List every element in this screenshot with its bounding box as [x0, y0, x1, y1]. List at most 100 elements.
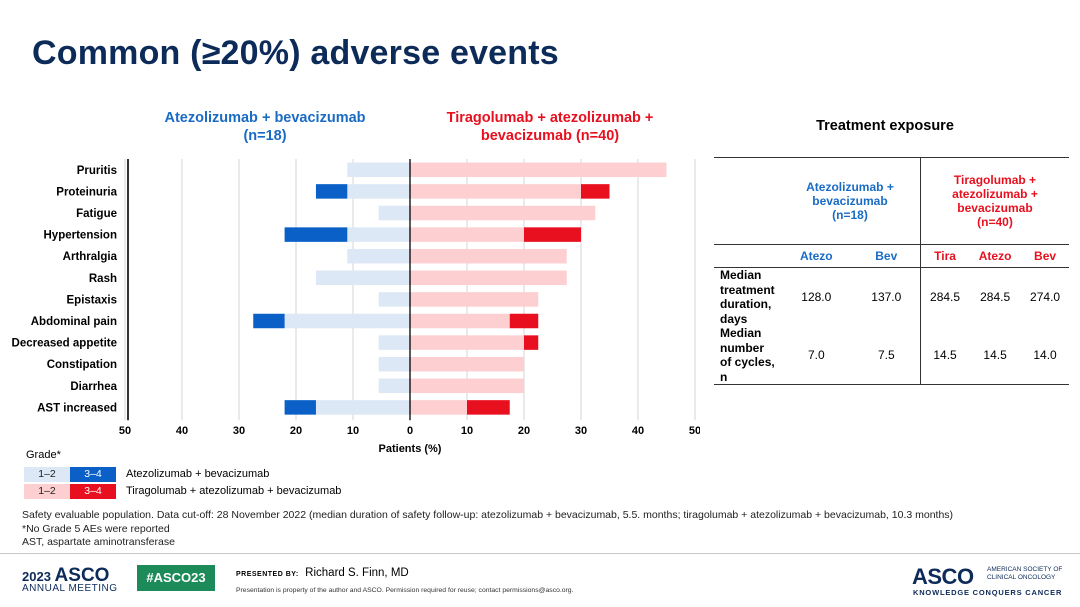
exposure-row1-label-line4: days — [720, 311, 748, 326]
bar-atezo-bev-grade-1-2 — [284, 313, 410, 329]
bar-tira-atezo-bev-grade-1-2 — [410, 378, 524, 394]
category-label: Fatigue — [76, 208, 117, 220]
bar-tira-atezo-bev-grade-3-4 — [509, 313, 539, 329]
society-line2: CLINICAL ONCOLOGY — [987, 574, 1056, 581]
category-label: Proteinuria — [56, 186, 117, 198]
bar-atezo-bev-grade-1-2 — [378, 335, 410, 350]
presenter-name: Richard S. Finn, MD — [305, 567, 409, 579]
exposure-group2-line4: (n=40) — [977, 215, 1013, 229]
meeting-logo: 2023 ASCO — [22, 565, 109, 587]
left-group-header-line1: Atezolizumab + bevacizumab — [164, 110, 366, 126]
x-tick-label: 20 — [290, 425, 302, 437]
bar-atezo-bev-grade-1-2 — [315, 400, 410, 415]
x-tick-label: 0 — [407, 425, 413, 437]
asco-logo: ASCO — [912, 564, 974, 589]
category-label: Arthralgia — [63, 251, 118, 263]
exposure-row2-label-line2: number — [720, 340, 765, 355]
exposure-table-column-row: Atezo Bev Tira Atezo Bev — [714, 244, 1069, 268]
exposure-cell: 128.0 — [801, 290, 832, 304]
exposure-col-header: Tira — [919, 244, 970, 268]
x-tick-label: 50 — [689, 425, 700, 437]
bar-tira-atezo-bev-grade-3-4 — [467, 400, 510, 415]
hashtag-badge: #ASCO23 — [137, 565, 215, 591]
exposure-cell: 14.0 — [1033, 348, 1057, 362]
exposure-group2-line2: atezolizumab + — [952, 187, 1038, 201]
slide-title: Common (≥20%) adverse events — [32, 34, 559, 72]
bar-atezo-bev-grade-1-2 — [378, 292, 410, 307]
exposure-cell: 137.0 — [871, 290, 902, 304]
x-tick-label: 20 — [518, 425, 530, 437]
exposure-group1-line1: Atezolizumab + — [806, 180, 894, 194]
exposure-col-header: Atezo — [978, 249, 1012, 263]
right-group-header-line1: Tiragolumab + atezolizumab + — [446, 110, 654, 126]
left-group-header: Atezolizumab + bevacizumab (n=18) — [145, 109, 385, 145]
category-label: Hypertension — [44, 230, 118, 242]
exposure-row1-label-line1: Median — [720, 268, 762, 282]
category-label: Epistaxis — [67, 294, 118, 306]
exposure-row1-label-line3: duration, — [720, 297, 772, 311]
adverse-events-chart: Pruritis Proteinuria Fatigue Hypertension Ar… — [12, 159, 700, 455]
x-tick-label: 40 — [176, 425, 188, 437]
category-label: Abdominal pain — [31, 316, 117, 328]
bar-tira-atezo-bev-grade-1-2 — [410, 184, 581, 199]
footer-divider — [0, 553, 1080, 554]
exposure-col-header: Bev — [875, 249, 898, 263]
asco-society-name: AMERICAN SOCIETY OF CLINICAL ONCOLOGY — [987, 566, 1067, 582]
bar-tira-atezo-bev-grade-1-2 — [410, 313, 510, 329]
exposure-col-header: Atezo — [799, 249, 833, 263]
exposure-table: Atezolizumab + bevacizumab (n=18) Tirago… — [714, 157, 1069, 385]
right-group-header-line2: bevacizumab (n=40) — [480, 128, 620, 144]
bar-tira-atezo-bev-grade-3-4 — [524, 227, 581, 242]
category-label: Constipation — [47, 359, 117, 371]
exposure-table-title: Treatment exposure — [816, 118, 954, 134]
bar-atezo-bev-grade-3-4 — [253, 313, 285, 329]
footnotes: Safety evaluable population. Data cut-of… — [22, 509, 953, 550]
x-tick-label: 30 — [233, 425, 245, 437]
category-label: Rash — [89, 273, 117, 285]
bar-tira-atezo-bev-grade-1-2 — [410, 270, 567, 286]
legend-swatch-atezo-high: 3–4 — [70, 467, 116, 482]
presented-by-label: PRESENTED BY: — [236, 571, 299, 578]
exposure-col-header: Bev — [1034, 249, 1057, 263]
asco-tagline: KNOWLEDGE CONQUERS CANCER — [913, 588, 1063, 597]
exposure-row-cycles: Median number of cycles, n 7.0 7.5 14.5 … — [714, 326, 1069, 385]
x-tick-label: 10 — [461, 425, 473, 437]
disclaimer: Presentation is property of the author a… — [236, 587, 574, 594]
bar-tira-atezo-bev-grade-1-2 — [410, 227, 524, 242]
bar-atezo-bev-grade-1-2 — [347, 248, 410, 264]
category-label: Decreased appetite — [12, 338, 117, 350]
exposure-group2-line1: Tiragolumab + — [953, 173, 1037, 187]
legend-title: Grade* — [26, 449, 61, 461]
x-tick-label: 10 — [347, 425, 359, 437]
exposure-cell: 284.5 — [919, 267, 970, 326]
footnote-2: *No Grade 5 AEs were reported — [22, 522, 170, 535]
exposure-cell: 7.5 — [877, 348, 895, 362]
legend-row1-label: Atezolizumab + bevacizumab — [126, 468, 270, 480]
exposure-group1-line3: (n=18) — [832, 208, 868, 222]
category-label: Diarrhea — [70, 381, 117, 393]
legend-swatch-atezo-low: 1–2 — [24, 467, 70, 482]
right-group-header: Tiragolumab + atezolizumab + bevacizumab… — [425, 109, 675, 145]
exposure-table-group-row: Atezolizumab + bevacizumab (n=18) Tirago… — [714, 157, 1069, 245]
bar-tira-atezo-bev-grade-1-2 — [410, 162, 667, 178]
exposure-cell: 14.5 — [919, 326, 970, 385]
x-tick-label: 40 — [632, 425, 644, 437]
category-label: Pruritis — [77, 165, 117, 177]
presenter-line: PRESENTED BY: Richard S. Finn, MD — [236, 567, 409, 579]
exposure-group-tira-atezo-bev: Tiragolumab + atezolizumab + bevacizumab… — [919, 157, 1069, 245]
bar-atezo-bev-grade-3-4 — [284, 227, 348, 242]
legend-row2-label: Tiragolumab + atezolizumab + bevacizumab — [126, 485, 342, 497]
meeting-year: 2023 — [22, 569, 51, 584]
x-tick-label: 30 — [575, 425, 587, 437]
society-line1: AMERICAN SOCIETY OF — [987, 566, 1063, 573]
category-label: AST increased — [37, 402, 117, 414]
bar-atezo-bev-grade-1-2 — [347, 162, 410, 178]
legend-swatch-tira-high: 3–4 — [70, 484, 116, 499]
meeting-asco: ASCO — [54, 565, 110, 586]
bar-atezo-bev-grade-3-4 — [315, 184, 348, 199]
bar-tira-atezo-bev-grade-1-2 — [410, 205, 596, 221]
bar-atezo-bev-grade-1-2 — [378, 356, 410, 372]
exposure-cell: 284.5 — [980, 290, 1011, 304]
exposure-row-label: Median number of cycles, n — [714, 326, 780, 385]
